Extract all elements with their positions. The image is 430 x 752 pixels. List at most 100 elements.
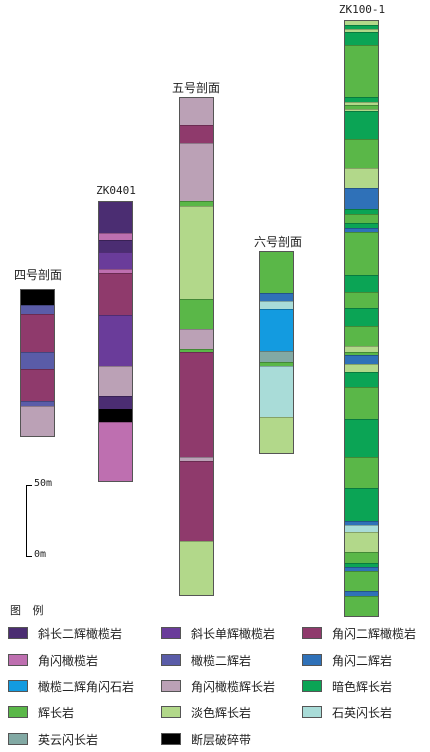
legend-label: 断层破碎带 — [191, 732, 252, 747]
stratum-jsegl — [20, 314, 55, 352]
scale-tick-top — [26, 485, 32, 486]
stratum-xcgp — [98, 240, 133, 252]
legend-label: 斜长二辉橄榄岩 — [38, 626, 123, 641]
stratum-jseh — [344, 521, 379, 525]
legend-item-fhc: 辉长岩 — [8, 705, 75, 720]
stratum-fhc — [344, 232, 379, 275]
stratum-fhc — [344, 45, 379, 97]
legend-item-xcdh: 斜长单辉橄榄岩 — [161, 626, 276, 641]
stratum-dsfhc — [259, 417, 294, 454]
legend-label: 石英闪长岩 — [332, 705, 393, 720]
stratum-dsfhc — [344, 168, 379, 188]
legend-item-jsegl: 角闪二辉橄榄岩 — [302, 626, 417, 641]
legend-label: 淡色辉长岩 — [191, 705, 252, 720]
legend-label: 暗色辉长岩 — [332, 679, 393, 694]
stratum-dcpsd — [98, 409, 133, 422]
legend-swatch — [8, 706, 28, 718]
stratum-asfhc — [344, 419, 379, 457]
borehole-column-section-4 — [20, 289, 55, 437]
stratum-asfhc — [344, 97, 379, 102]
legend-item-syhc: 石英闪长岩 — [302, 705, 393, 720]
stratum-jsglhc — [179, 457, 214, 461]
stratum-jsegl — [98, 273, 133, 315]
legend-item-jsglhc: 角闪橄榄辉长岩 — [161, 679, 276, 694]
stratum-jseh — [344, 567, 379, 571]
borehole-column-section-5 — [179, 97, 214, 596]
stratum-fhc — [344, 596, 379, 617]
stratum-gleh — [20, 352, 55, 369]
stratum-asfhc — [344, 209, 379, 214]
scale-bar: 50m 0m — [26, 478, 66, 565]
stratum-jsegl — [20, 369, 55, 401]
stratum-fhc — [344, 387, 379, 419]
legend-label: 斜长单辉橄榄岩 — [191, 626, 276, 641]
legend-item-yyhc: 英云闪长岩 — [8, 732, 98, 747]
legend-label: 橄榄二辉岩 — [191, 653, 252, 668]
stratum-asfhc — [344, 372, 379, 387]
stratum-jsegl — [179, 125, 214, 143]
stratum-fhc — [344, 457, 379, 488]
stratum-xcdh — [98, 315, 133, 366]
stratum-gleh — [20, 401, 55, 406]
stratum-dsfhc — [344, 364, 379, 372]
borehole-column-section-6 — [259, 251, 294, 454]
stratum-xcgp — [98, 201, 133, 233]
stratum-yyhc — [259, 351, 294, 362]
column-label-section-6: 六号剖面 — [253, 235, 303, 249]
borehole-column-zk0401 — [98, 201, 133, 482]
legend-swatch — [302, 680, 322, 692]
legend-swatch — [161, 706, 181, 718]
borehole-column-zk100-1 — [344, 20, 379, 617]
legend-swatch — [8, 654, 28, 666]
stratum-fhc — [344, 326, 379, 346]
stratum-dsfhc — [344, 29, 379, 32]
column-label-section-4: 四号剖面 — [13, 268, 63, 282]
legend-swatch — [8, 733, 28, 745]
stratum-jsglhc — [179, 329, 214, 349]
stratum-fhc — [259, 362, 294, 366]
stratum-syhc — [259, 301, 294, 309]
column-label-zk0401: ZK0401 — [96, 184, 136, 197]
stratum-syhc — [344, 525, 379, 532]
stratum-fhc — [179, 349, 214, 352]
stratum-glehjs — [259, 309, 294, 351]
stratum-xcgp — [98, 396, 133, 409]
legend-label: 角闪二辉岩 — [332, 653, 393, 668]
stratum-fhc — [259, 251, 294, 293]
stratum-jsgl — [98, 422, 133, 482]
legend-item-glehjs: 橄榄二辉角闪石岩 — [8, 679, 135, 694]
legend-title: 图 例 — [10, 604, 48, 617]
legend-label: 辉长岩 — [38, 705, 75, 720]
legend-label: 角闪橄榄辉长岩 — [191, 679, 276, 694]
stratum-syhc — [259, 366, 294, 417]
stratum-dsfhc — [179, 541, 214, 596]
stratum-asfhc — [344, 223, 379, 228]
stratum-fhc — [344, 552, 379, 563]
scale-tick-bottom — [26, 556, 32, 557]
stratum-fhc — [344, 292, 379, 308]
legend-label: 橄榄二辉角闪石岩 — [38, 679, 135, 694]
stratum-asfhc — [344, 25, 379, 29]
stratum-asfhc — [344, 563, 379, 567]
stratum-dsfhc — [344, 346, 379, 352]
stratum-asfhc — [344, 111, 379, 139]
legend-label: 角闪二辉橄榄岩 — [332, 626, 417, 641]
legend-swatch — [302, 627, 322, 639]
legend-swatch — [161, 733, 181, 745]
legend-swatch — [8, 680, 28, 692]
scale-label-bottom: 0m — [34, 549, 47, 560]
scale-label-top: 50m — [34, 478, 53, 489]
stratum-fhc — [179, 299, 214, 329]
stratum-jsglhc — [179, 97, 214, 125]
legend-item-jsgl: 角闪橄榄岩 — [8, 653, 98, 668]
legend-swatch — [302, 654, 322, 666]
legend-item-asfhc: 暗色辉长岩 — [302, 679, 393, 694]
legend-item-jseh: 角闪二辉岩 — [302, 653, 393, 668]
stratum-jseh — [259, 293, 294, 301]
legend-item-gleh: 橄榄二辉岩 — [161, 653, 252, 668]
stratum-jseh — [344, 591, 379, 596]
legend-swatch — [161, 680, 181, 692]
stratum-fhc — [179, 201, 214, 206]
stratum-dsfhc — [179, 206, 214, 299]
stratum-fhc — [344, 214, 379, 223]
